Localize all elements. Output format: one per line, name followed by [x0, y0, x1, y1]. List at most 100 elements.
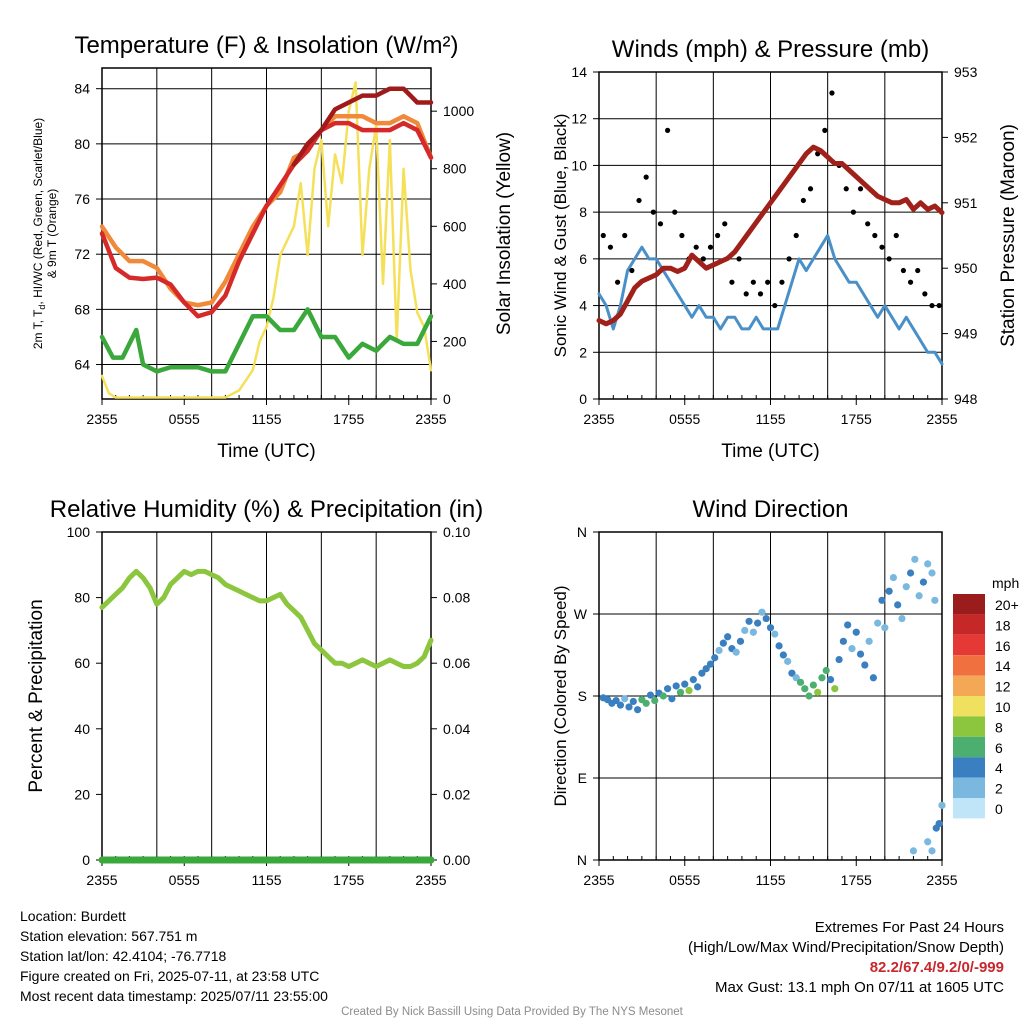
legend-label: 20+ — [995, 597, 1019, 613]
y2-tick-label: 0.02 — [443, 786, 470, 802]
y2-tick-label: 800 — [443, 161, 467, 177]
x-tick-label: 2355 — [415, 411, 446, 427]
y2-tick-label: 948 — [954, 391, 978, 407]
series-line-pressure — [596, 144, 945, 327]
gust-point — [607, 244, 614, 250]
created-text: Figure created on Fri, 2025-07-11, at 23… — [20, 968, 320, 984]
legend-swatch — [953, 736, 985, 758]
gust-point — [657, 221, 664, 227]
y-tick-label: 84 — [74, 81, 90, 97]
gust-point — [636, 197, 642, 204]
y-tick-label: S — [578, 688, 587, 704]
chart-title: Wind Direction — [692, 496, 848, 523]
y-axis-label: 2m T, Td, HI/WC (Red, Green, Scarlet/Blu… — [31, 118, 47, 349]
direction-point — [771, 630, 779, 638]
legend-swatch — [953, 675, 985, 696]
gust-point — [922, 291, 928, 297]
gust-point — [936, 302, 942, 309]
latlon-text: Station lat/lon: 42.4104; -76.7718 — [20, 948, 227, 964]
gust-point — [829, 90, 835, 96]
direction-point — [698, 669, 706, 677]
direction-point — [621, 695, 629, 703]
direction-point — [909, 847, 918, 855]
gust-point — [729, 279, 735, 285]
chart-winds: 2355 0555 1155 1755 2355 Winds (mph) & Pressu… — [551, 36, 1019, 462]
direction-point — [741, 626, 749, 635]
y-tick-label: 100 — [67, 524, 91, 540]
legend-title: mph — [992, 575, 1019, 591]
x-axis-label: Time (UTC) — [217, 441, 316, 462]
gust-point — [865, 221, 871, 227]
x-tick-label: 0555 — [169, 872, 200, 888]
y-tick-label: N — [577, 852, 587, 868]
direction-point — [732, 648, 740, 656]
direction-point — [642, 699, 650, 707]
direction-point — [736, 637, 745, 645]
direction-point — [633, 706, 642, 714]
y2-tick-label: 0.06 — [443, 655, 470, 671]
gust-point — [614, 279, 621, 285]
credit-text: Created By Nick Bassill Using Data Provi… — [341, 1006, 683, 1018]
gust-point — [743, 291, 749, 297]
legend-label: 10 — [995, 699, 1011, 715]
y2-tick-label: 0 — [443, 391, 451, 407]
series-line-wind — [597, 234, 944, 366]
direction-point — [706, 660, 715, 668]
direction-point — [711, 654, 719, 662]
y2-axis-label: Station Pressure (Maroon) — [998, 124, 1019, 347]
y-axis-label: Sonic Wind & Gust (Blue, Black) — [551, 114, 570, 358]
gust-point — [665, 127, 671, 133]
direction-point — [805, 692, 813, 700]
direction-point — [775, 642, 783, 650]
direction-point — [685, 686, 693, 695]
direction-point — [762, 614, 770, 623]
y2-tick-label: 950 — [954, 260, 978, 276]
x-tick-label: 1155 — [251, 872, 281, 888]
x-tick-label: 1155 — [755, 411, 785, 427]
direction-point — [724, 633, 732, 641]
legend-label: 18 — [995, 617, 1011, 633]
legend-label: 2 — [995, 781, 1003, 797]
direction-point — [779, 651, 787, 659]
direction-point — [694, 683, 702, 691]
y2-tick-label: 951 — [954, 195, 978, 211]
direction-point — [659, 692, 667, 700]
gust-point — [622, 232, 628, 239]
direction-point — [869, 674, 878, 682]
y-tick-label: 68 — [74, 301, 90, 317]
gust-point — [700, 256, 706, 262]
x-tick-label: 0555 — [669, 411, 700, 427]
direction-point — [702, 665, 710, 673]
legend-swatch — [953, 655, 985, 676]
y-tick-label: 80 — [74, 590, 90, 606]
gust-point — [822, 127, 828, 133]
series-line-rh — [99, 568, 434, 669]
direction-point — [906, 569, 915, 577]
gust-point — [750, 279, 756, 285]
y-tick-label: 60 — [74, 655, 90, 671]
direction-point — [668, 695, 676, 703]
direction-point — [822, 666, 830, 675]
chart-title: Temperature (F) & Insolation (W/m²) — [74, 32, 458, 59]
legend-swatch — [953, 614, 985, 635]
direction-point — [672, 682, 680, 690]
legend-label: 12 — [995, 679, 1011, 695]
legend-label: 4 — [995, 760, 1003, 776]
gust-point — [679, 232, 685, 239]
chart-direction: 2355 0555 1155 1755 2355 Wind Direction N E S W N D… — [551, 496, 1019, 888]
direction-point — [664, 685, 672, 693]
gust-point — [872, 232, 878, 239]
y-tick-label: 4 — [579, 298, 587, 314]
y-tick-label: 12 — [571, 111, 587, 127]
direction-point — [902, 583, 910, 591]
series-line-solar — [100, 81, 433, 399]
direction-point — [826, 676, 835, 684]
chart-title: Relative Humidity (%) & Precipitation (i… — [50, 496, 483, 523]
direction-point — [924, 560, 932, 568]
direction-point — [938, 801, 946, 809]
y-axis-label: Percent & Precipitation — [26, 599, 47, 792]
y2-tick-label: 1000 — [443, 103, 474, 119]
y2-tick-label: 952 — [954, 129, 978, 145]
recent-data-text: Most recent data timestamp: 2025/07/11 2… — [20, 988, 328, 1004]
direction-point — [915, 592, 923, 600]
